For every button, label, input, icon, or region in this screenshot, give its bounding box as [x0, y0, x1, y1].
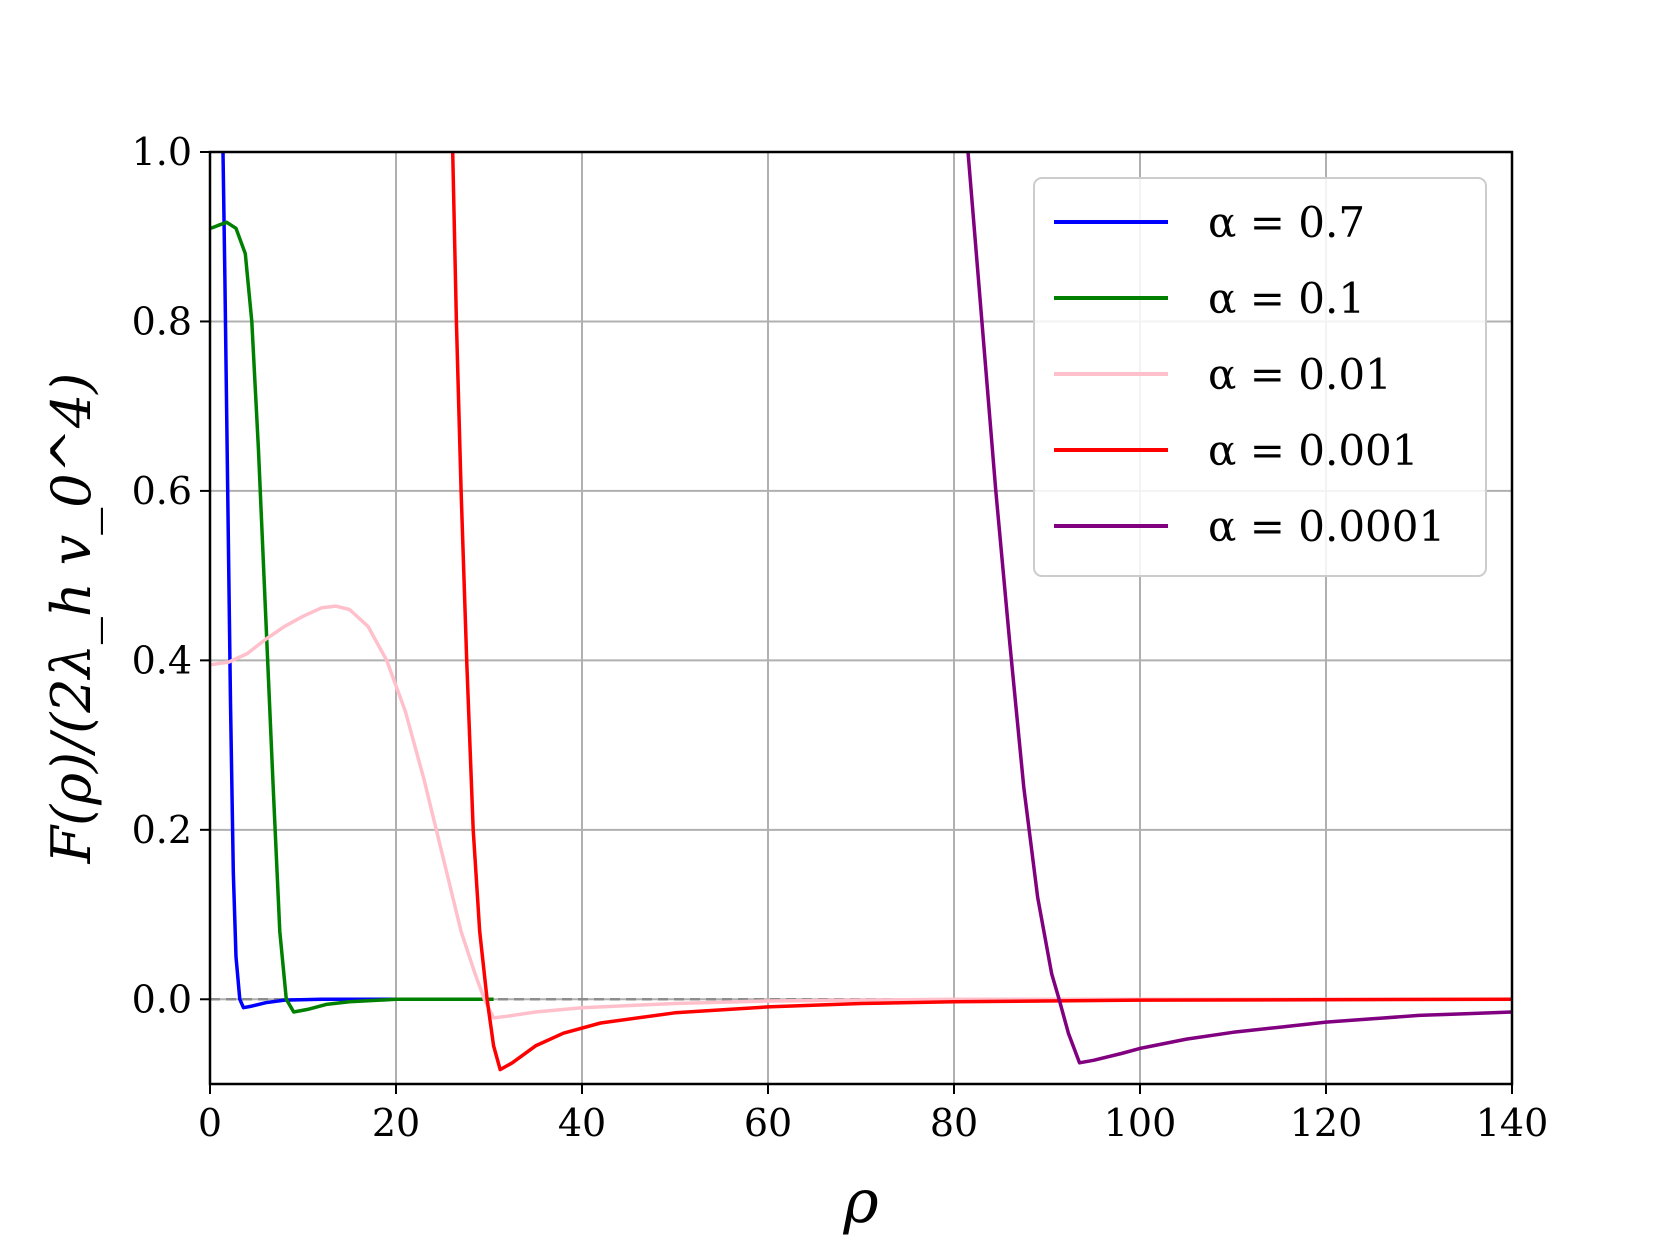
series-line-3 [450, 152, 1512, 1072]
x-tick-label: 120 [1290, 1101, 1363, 1145]
series-line-4 [966, 152, 1512, 1065]
y-axis: 0.0 0.2 0.4 0.6 0.8 1.0 [132, 130, 210, 1021]
y-axis-title: F(ρ)/(2λ_h v_0^4) [40, 373, 103, 865]
legend-label: α = 0.7 [1208, 198, 1365, 247]
x-tick-label: 140 [1476, 1101, 1549, 1145]
x-tick-label: 100 [1104, 1101, 1177, 1145]
y-tick-label: 0.2 [132, 808, 192, 852]
x-tick-label: 80 [930, 1101, 978, 1145]
x-axis-title: ρ [842, 1167, 878, 1237]
x-tick-label: 60 [744, 1101, 792, 1145]
x-tick-label: 40 [558, 1101, 606, 1145]
legend: α = 0.7 α = 0.1 α = 0.01 α = 0.001 α = 0.000… [1033, 177, 1487, 577]
series-line-2 [210, 604, 1512, 1020]
x-tick-label: 0 [198, 1101, 222, 1145]
y-tick-label: 0.4 [132, 638, 192, 682]
series-line-0 [221, 152, 489, 1010]
legend-label: α = 0.01 [1208, 350, 1392, 399]
series-line-1 [210, 220, 494, 1014]
plot-area [210, 152, 1512, 1072]
axes-frame [208, 150, 1514, 1086]
y-tick-label: 1.0 [132, 130, 192, 174]
y-tick-label: 0.8 [132, 299, 192, 343]
legend-label: α = 0.001 [1208, 426, 1419, 475]
y-tick-label: 0.6 [132, 469, 192, 513]
legend-label: α = 0.1 [1208, 274, 1365, 323]
legend-label: α = 0.0001 [1208, 502, 1445, 551]
legend-box [1033, 177, 1487, 577]
x-tick-label: 20 [372, 1101, 420, 1145]
x-axis: 0 20 40 60 80 100 120 140 [198, 1084, 1548, 1145]
y-tick-label: 0.0 [132, 977, 192, 1021]
